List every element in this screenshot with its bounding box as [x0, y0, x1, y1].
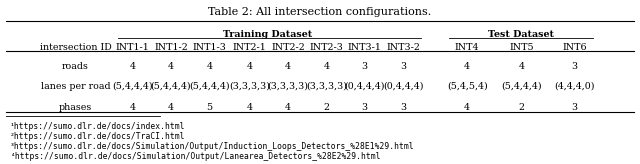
Text: 4: 4: [464, 102, 470, 112]
Text: INT1-2: INT1-2: [154, 43, 188, 52]
Text: (0,4,4,4): (0,4,4,4): [383, 82, 424, 91]
Text: INT2-1: INT2-1: [233, 43, 266, 52]
Text: INT3-1: INT3-1: [348, 43, 381, 52]
Text: Training Dataset: Training Dataset: [223, 30, 312, 39]
Text: (4,4,4,0): (4,4,4,0): [554, 82, 595, 91]
Text: 3: 3: [572, 102, 578, 112]
Text: 4: 4: [129, 62, 136, 71]
Text: 2: 2: [518, 102, 525, 112]
Text: INT4: INT4: [455, 43, 479, 52]
Text: (5,4,4,4): (5,4,4,4): [189, 82, 230, 91]
Text: lanes per road: lanes per road: [41, 82, 110, 91]
Text: ⁴https://sumo.dlr.de/docs/Simulation/Output/Lanearea_Detectors_%28E2%29.html: ⁴https://sumo.dlr.de/docs/Simulation/Out…: [10, 152, 380, 161]
Text: (3,3,3,3): (3,3,3,3): [268, 82, 308, 91]
Text: 4: 4: [285, 102, 291, 112]
Text: 4: 4: [168, 102, 174, 112]
Text: 4: 4: [206, 62, 212, 71]
Text: INT1-3: INT1-3: [193, 43, 226, 52]
Text: 4: 4: [518, 62, 525, 71]
Text: INT6: INT6: [563, 43, 587, 52]
Text: 4: 4: [168, 62, 174, 71]
Text: 3: 3: [400, 102, 406, 112]
Text: 5: 5: [206, 102, 212, 112]
Text: phases: phases: [59, 102, 92, 112]
Text: 2: 2: [323, 102, 330, 112]
Text: INT5: INT5: [509, 43, 534, 52]
Text: 4: 4: [464, 62, 470, 71]
Text: INT1-1: INT1-1: [116, 43, 149, 52]
Text: (5,4,4,4): (5,4,4,4): [501, 82, 542, 91]
Text: Test Dataset: Test Dataset: [488, 30, 554, 39]
Text: 3: 3: [400, 62, 406, 71]
Text: 3: 3: [362, 102, 368, 112]
Text: (3,3,3,3): (3,3,3,3): [229, 82, 270, 91]
Text: 3: 3: [362, 62, 368, 71]
Text: roads: roads: [62, 62, 89, 71]
Text: ²https://sumo.dlr.de/docs/TraCI.html: ²https://sumo.dlr.de/docs/TraCI.html: [10, 132, 185, 141]
Text: INT2-3: INT2-3: [310, 43, 343, 52]
Text: 4: 4: [285, 62, 291, 71]
Text: intersection ID: intersection ID: [40, 43, 111, 52]
Text: (5,4,4,4): (5,4,4,4): [112, 82, 153, 91]
Text: 4: 4: [246, 62, 253, 71]
Text: (5,4,5,4): (5,4,5,4): [447, 82, 488, 91]
Text: (3,3,3,3): (3,3,3,3): [306, 82, 347, 91]
Text: INT2-2: INT2-2: [271, 43, 305, 52]
Text: 3: 3: [572, 62, 578, 71]
Text: ¹https://sumo.dlr.de/docs/index.html: ¹https://sumo.dlr.de/docs/index.html: [10, 122, 185, 131]
Text: Table 2: All intersection configurations.: Table 2: All intersection configurations…: [209, 7, 431, 17]
Text: ³https://sumo.dlr.de/docs/Simulation/Output/Induction_Loops_Detectors_%28E1%29.h: ³https://sumo.dlr.de/docs/Simulation/Out…: [10, 142, 414, 151]
Text: (0,4,4,4): (0,4,4,4): [344, 82, 385, 91]
Text: 4: 4: [129, 102, 136, 112]
Text: 4: 4: [323, 62, 330, 71]
Text: 4: 4: [246, 102, 253, 112]
Text: (5,4,4,4): (5,4,4,4): [150, 82, 191, 91]
Text: INT3-2: INT3-2: [387, 43, 420, 52]
